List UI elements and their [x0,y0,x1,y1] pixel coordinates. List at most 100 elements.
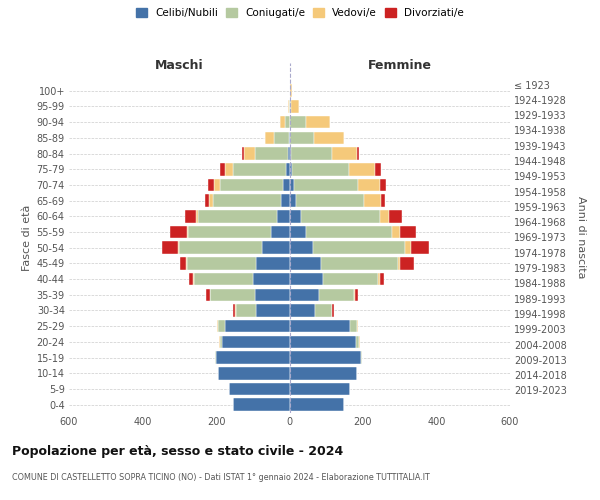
Bar [289,132,290,144]
Y-axis label: Fasce di età: Fasce di età [22,204,32,270]
Bar [209,194,214,207]
Bar [286,163,290,175]
Bar [206,288,210,301]
Bar [319,288,354,301]
Bar [290,194,296,207]
Bar [355,288,358,301]
Bar [290,367,358,380]
Bar [292,148,332,160]
Bar [271,226,290,238]
Bar [398,257,400,270]
Bar [292,100,299,112]
Bar [290,382,350,395]
Bar [194,273,253,285]
Bar [358,148,359,160]
Bar [356,336,359,348]
Bar [242,148,244,160]
Bar [405,242,411,254]
Bar [290,100,292,112]
Bar [354,288,355,301]
Text: Femmine: Femmine [368,59,432,72]
Bar [332,304,334,317]
Bar [216,352,290,364]
Bar [283,178,290,191]
Bar [290,226,306,238]
Bar [290,257,321,270]
Bar [277,210,290,222]
Bar [218,367,290,380]
Bar [179,242,262,254]
Bar [208,178,214,191]
Text: Popolazione per età, sesso e stato civile - 2024: Popolazione per età, sesso e stato civil… [12,445,343,458]
Bar [235,304,236,317]
Bar [233,163,286,175]
Bar [265,132,274,144]
Bar [323,273,378,285]
Bar [233,398,290,411]
Bar [214,178,220,191]
Bar [215,352,216,364]
Bar [290,178,294,191]
Bar [290,148,292,160]
Bar [244,148,254,160]
Bar [254,288,290,301]
Bar [287,148,290,160]
Bar [290,84,292,97]
Bar [349,163,375,175]
Bar [364,194,380,207]
Bar [290,304,315,317]
Bar [178,242,179,254]
Bar [262,242,290,254]
Bar [313,242,405,254]
Bar [256,257,290,270]
Bar [186,257,187,270]
Bar [315,304,332,317]
Bar [217,320,218,332]
Bar [229,382,290,395]
Bar [210,288,211,301]
Bar [211,288,254,301]
Bar [378,273,380,285]
Bar [290,398,344,411]
Bar [290,210,301,222]
Bar [233,304,235,317]
Bar [225,163,233,175]
Legend: Celibi/Nubili, Coniugati/e, Vedovi/e, Divorziati/e: Celibi/Nubili, Coniugati/e, Vedovi/e, Di… [133,5,467,21]
Bar [290,242,313,254]
Bar [350,320,358,332]
Bar [185,210,196,222]
Bar [221,336,290,348]
Bar [254,148,287,160]
Bar [359,336,360,348]
Bar [187,257,256,270]
Bar [281,194,290,207]
Bar [290,273,323,285]
Bar [289,100,290,112]
Bar [290,163,292,175]
Bar [332,148,358,160]
Text: COMUNE DI CASTELLETTO SOPRA TICINO (NO) - Dati ISTAT 1° gennaio 2024 - Elaborazi: COMUNE DI CASTELLETTO SOPRA TICINO (NO) … [12,472,430,482]
Bar [189,273,193,285]
Bar [219,336,220,348]
Bar [196,210,197,222]
Bar [197,210,277,222]
Bar [280,116,285,128]
Bar [290,352,361,364]
Bar [290,116,306,128]
Bar [205,194,209,207]
Bar [274,132,289,144]
Bar [181,257,186,270]
Bar [220,336,221,348]
Bar [170,226,187,238]
Bar [256,304,290,317]
Bar [290,336,356,348]
Bar [314,132,344,144]
Bar [306,226,392,238]
Bar [380,194,385,207]
Bar [400,226,416,238]
Bar [290,288,319,301]
Bar [253,273,290,285]
Bar [321,257,398,270]
Bar [392,226,400,238]
Bar [361,352,362,364]
